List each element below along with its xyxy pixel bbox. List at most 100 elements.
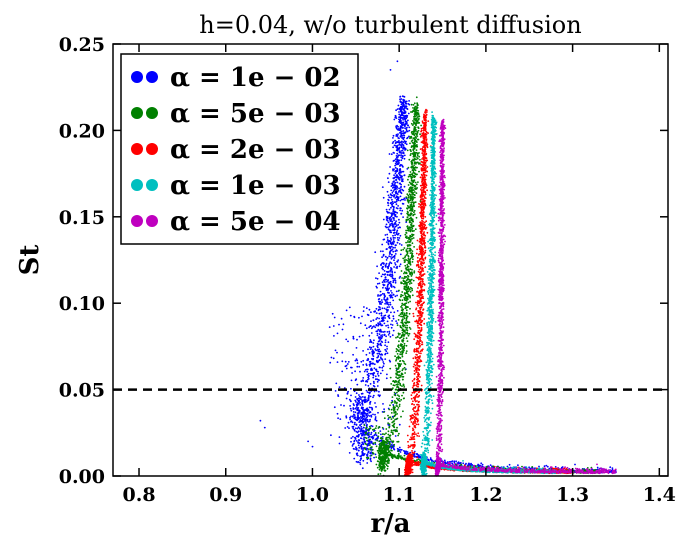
scatter-point — [411, 189, 414, 192]
scatter-point — [389, 367, 392, 370]
scatter-point — [392, 409, 395, 412]
scatter-point — [388, 408, 391, 411]
scatter-point — [412, 233, 415, 236]
scatter-point — [393, 144, 396, 147]
scatter-point — [346, 363, 349, 365]
scatter-point — [379, 444, 382, 447]
scatter-point — [404, 120, 407, 123]
scatter-point — [371, 350, 373, 353]
scatter-point — [403, 109, 406, 112]
scatter-point — [354, 438, 357, 440]
scatter-point — [383, 298, 386, 301]
scatter-point — [387, 266, 389, 269]
scatter-point — [311, 445, 314, 448]
scatter-point — [396, 249, 398, 252]
scatter-point — [404, 199, 406, 201]
scatter-point — [418, 307, 421, 309]
scatter-point — [367, 442, 370, 445]
scatter-point — [387, 418, 390, 420]
scatter-point — [330, 356, 333, 359]
scatter-point — [333, 406, 336, 409]
scatter-point — [384, 469, 387, 472]
scatter-point — [399, 325, 402, 327]
scatter-point — [396, 60, 399, 63]
scatter-point — [382, 253, 385, 256]
scatter-point — [391, 214, 394, 216]
scatter-point — [370, 415, 373, 418]
scatter-point — [417, 126, 419, 129]
scatter-point — [374, 441, 377, 444]
scatter-point — [400, 213, 403, 215]
scatter-point — [375, 463, 378, 466]
scatter-point — [350, 409, 353, 412]
scatter-point — [366, 439, 368, 442]
scatter-point — [370, 446, 372, 449]
scatter-point — [390, 203, 393, 206]
scatter-point — [420, 291, 423, 294]
scatter-point — [392, 440, 395, 443]
scatter-point — [374, 453, 377, 456]
scatter-point — [397, 450, 400, 453]
scatter-point — [394, 388, 397, 391]
scatter-point — [401, 107, 403, 110]
scatter-point — [399, 348, 402, 351]
scatter-point — [376, 282, 379, 285]
scatter-point — [398, 161, 400, 164]
scatter-point — [380, 275, 383, 278]
scatter-point — [402, 334, 405, 337]
scatter-point — [413, 123, 415, 125]
scatter-point — [397, 191, 400, 193]
scatter-point — [404, 127, 406, 130]
scatter-point — [375, 307, 378, 310]
scatter-point — [419, 280, 422, 283]
scatter-point — [365, 424, 368, 427]
scatter-point — [392, 141, 395, 143]
scatter-point — [361, 402, 364, 405]
scatter-point — [401, 180, 404, 183]
scatter-point — [380, 340, 383, 343]
scatter-point — [374, 251, 377, 254]
scatter-point — [371, 326, 374, 328]
scatter-point — [400, 183, 402, 186]
scatter-point — [360, 360, 363, 363]
scatter-point — [388, 229, 391, 232]
scatter-point — [395, 174, 398, 177]
scatter-point — [425, 144, 428, 147]
scatter-point — [371, 353, 374, 356]
scatter-point — [427, 459, 430, 461]
scatter-point — [424, 249, 427, 252]
scatter-point — [353, 416, 356, 418]
scatter-point — [386, 287, 389, 290]
scatter-point — [372, 363, 374, 365]
scatter-point — [368, 363, 371, 366]
scatter-point — [354, 421, 356, 424]
scatter-point — [352, 425, 355, 428]
scatter-point — [350, 366, 352, 369]
scatter-point — [387, 465, 389, 468]
scatter-point — [412, 312, 415, 315]
scatter-point — [396, 377, 399, 380]
scatter-point — [403, 330, 406, 333]
scatter-point — [342, 323, 345, 326]
scatter-point — [386, 345, 388, 348]
scatter-point — [396, 181, 399, 184]
scatter-point — [362, 334, 364, 337]
scatter-point — [393, 174, 395, 177]
scatter-point — [382, 365, 385, 368]
scatter-point — [359, 398, 361, 400]
scatter-point — [423, 322, 426, 325]
scatter-point — [406, 452, 409, 455]
scatter-point — [394, 411, 396, 414]
scatter-point — [397, 455, 400, 458]
scatter-point — [385, 460, 388, 463]
scatter-point — [413, 196, 416, 199]
scatter-point — [392, 134, 395, 137]
scatter-point — [403, 99, 406, 101]
scatter-point — [378, 448, 380, 450]
scatter-point — [357, 426, 360, 429]
scatter-point — [402, 368, 404, 370]
scatter-point — [402, 198, 405, 201]
scatter-point — [357, 411, 360, 414]
scatter-point — [365, 353, 368, 356]
scatter-point — [362, 359, 365, 362]
